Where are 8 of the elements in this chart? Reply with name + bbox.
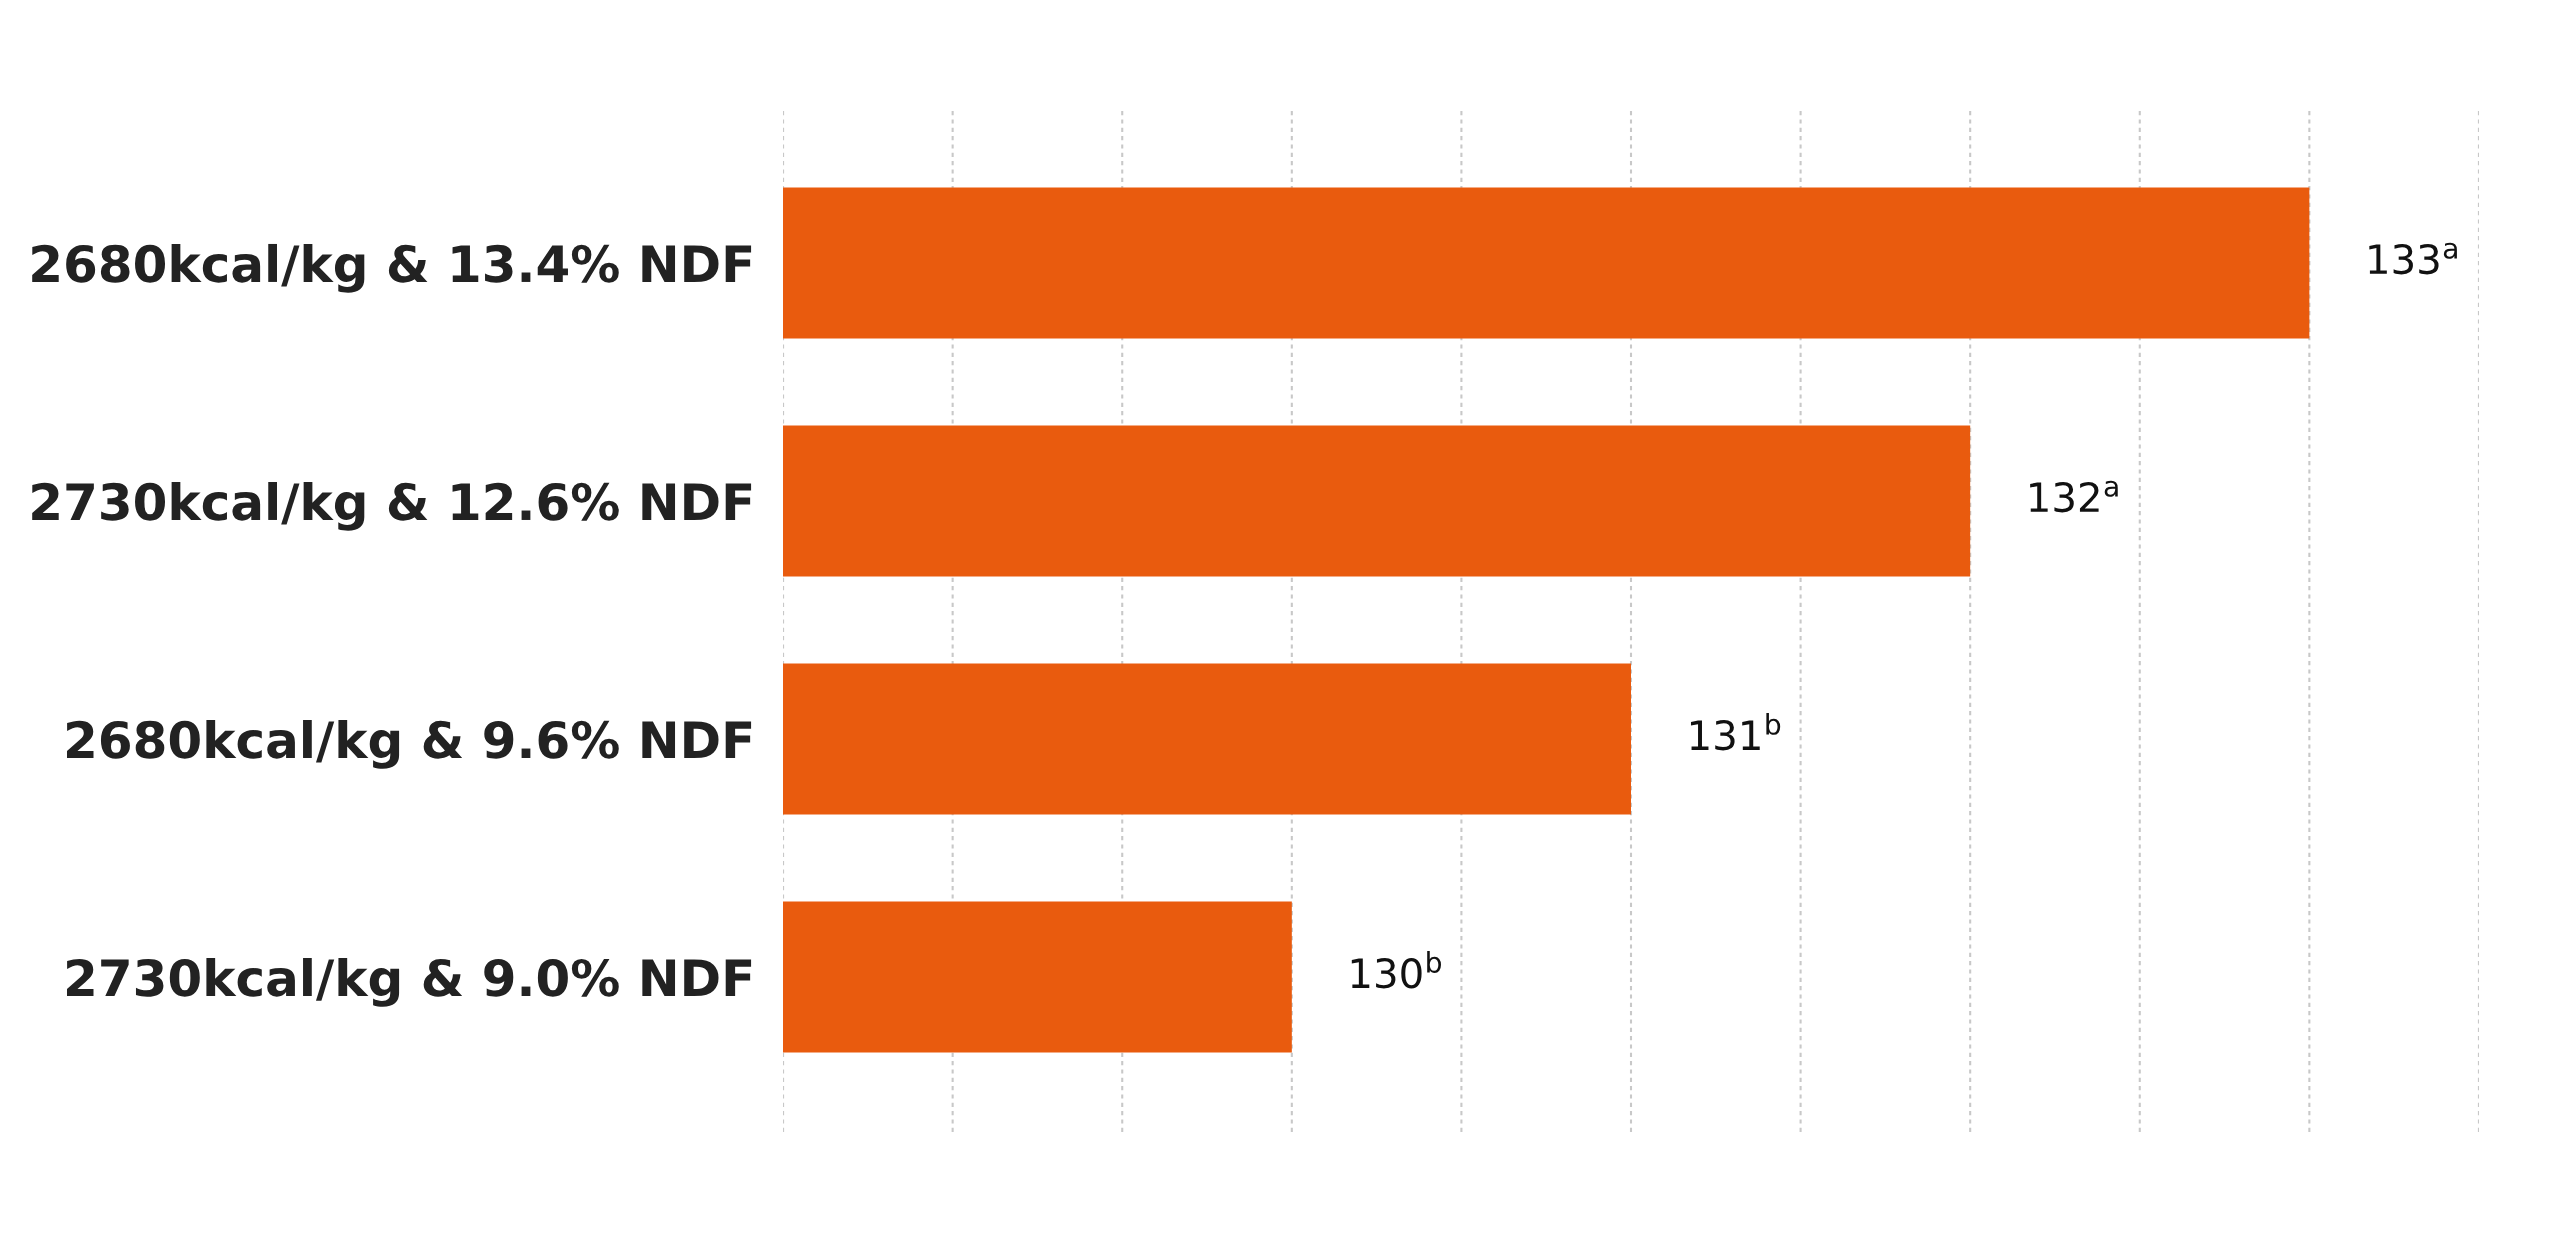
data-label: 133$^{a}$ bbox=[2369, 242, 2457, 275]
data-label: 130$^{b}$ bbox=[1351, 951, 1441, 989]
data-label: 132$^{a}$ bbox=[2030, 480, 2118, 513]
y-tick-label: 2730kcal/kg & 12.6% NDF bbox=[32, 481, 752, 531]
y-tick-label: 2730kcal/kg & 9.0% NDF bbox=[67, 958, 752, 1007]
data-label: 131$^{b}$ bbox=[1690, 713, 1781, 751]
y-tick-label: 2680kcal/kg & 13.4% NDF bbox=[32, 243, 752, 293]
y-tick-label: 2680kcal/kg & 9.6% NDF bbox=[67, 719, 752, 769]
